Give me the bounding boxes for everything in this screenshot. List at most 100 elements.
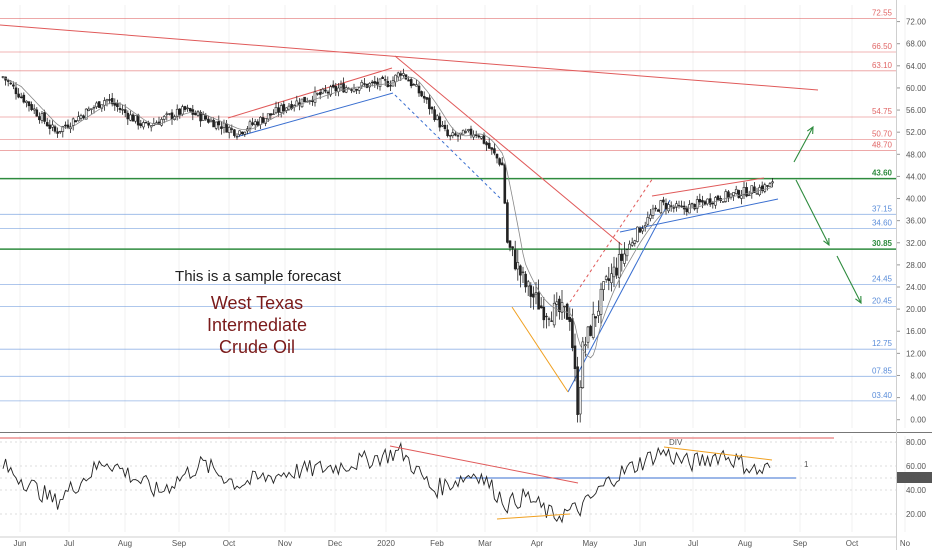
level-label: 24.45 <box>872 275 893 284</box>
candle-body <box>685 207 689 213</box>
sample-forecast-note: This is a sample forecast <box>175 268 342 285</box>
candle-body <box>412 84 416 86</box>
candle-body <box>183 106 187 110</box>
candle-body <box>532 293 535 298</box>
candle-body <box>573 345 577 370</box>
y-tick-label: 48.00 <box>906 150 927 159</box>
rising-channel-upper <box>227 67 393 119</box>
candle-body <box>454 133 457 136</box>
candle-body <box>71 118 75 126</box>
candle-body <box>508 240 512 248</box>
candle-body <box>14 87 18 95</box>
candle-body <box>64 124 67 127</box>
candle-body <box>597 310 600 316</box>
candle-body <box>641 228 644 232</box>
candle-body <box>90 108 93 110</box>
candle-body <box>329 86 332 96</box>
candle-body <box>500 162 504 166</box>
candle-body <box>126 112 130 120</box>
candle-body <box>238 130 241 135</box>
candle-body <box>61 126 65 132</box>
candle-body <box>503 164 507 204</box>
candle-body <box>487 142 491 149</box>
y-tick-label: 12.00 <box>906 349 927 358</box>
candle-body <box>680 205 683 208</box>
x-tick-label: Dec <box>328 539 342 548</box>
candle-body <box>760 185 764 191</box>
osc-tick-label: 50.00 <box>906 474 927 483</box>
candle-body <box>383 79 387 81</box>
candle-body <box>129 114 132 121</box>
forecast-down-arrow-1 <box>795 179 830 246</box>
candle-body <box>545 315 548 318</box>
candle-body <box>693 203 696 210</box>
level-label: 03.40 <box>872 391 893 400</box>
candle-body <box>269 113 273 116</box>
candle-body <box>547 318 551 320</box>
candle-body <box>207 118 210 123</box>
y-tick-label: 44.00 <box>906 172 927 181</box>
candle-body <box>264 118 267 124</box>
candle-body <box>771 181 774 184</box>
candle-body <box>43 112 46 122</box>
candle-body <box>334 86 338 92</box>
osc-tick-label: 60.00 <box>906 462 927 471</box>
candle-body <box>612 266 616 278</box>
candle-body <box>656 209 660 212</box>
x-tick-label: Oct <box>846 539 859 548</box>
candle-body <box>472 134 475 138</box>
candle-body <box>35 109 39 117</box>
candle-body <box>352 87 356 92</box>
y-tick-label: 40.00 <box>906 195 927 204</box>
candle-body <box>87 108 91 111</box>
divergence-label: DIV <box>669 438 683 447</box>
y-tick-label: 0.00 <box>910 416 926 425</box>
candle-body <box>630 242 634 246</box>
candle-body <box>147 122 150 126</box>
candle-body <box>389 85 392 87</box>
candle-body <box>511 246 514 249</box>
candle-body <box>118 107 122 110</box>
candle-body <box>277 107 280 113</box>
level-label: 48.70 <box>872 140 893 149</box>
moving-average <box>2 76 773 359</box>
osc-div-top-line <box>663 446 773 461</box>
candle-body <box>285 107 288 111</box>
level-label: 66.50 <box>872 42 893 51</box>
candle-body <box>552 302 556 326</box>
candle-body <box>571 318 574 349</box>
level-label: 07.85 <box>872 366 893 375</box>
candle-body <box>318 92 322 95</box>
candle-body <box>350 89 353 91</box>
y-tick-label: 32.00 <box>906 239 927 248</box>
candle-body <box>220 126 223 129</box>
y-tick-label: 60.00 <box>906 84 927 93</box>
candle-body <box>602 281 605 290</box>
candle-body <box>316 93 319 95</box>
candle-body <box>485 142 488 146</box>
candle-body <box>110 98 114 105</box>
forecast-down-arrow-2 <box>836 255 862 304</box>
level-label: 72.55 <box>872 9 893 18</box>
falling-support-dashed <box>394 94 501 199</box>
y-tick-label: 68.00 <box>906 40 927 49</box>
x-tick-label: Jun <box>634 539 647 548</box>
candle-body <box>196 111 200 116</box>
candle-body <box>25 100 28 103</box>
candle-body <box>82 115 85 119</box>
candle-body <box>724 191 728 202</box>
y-tick-label: 56.00 <box>906 106 927 115</box>
candle-body <box>578 387 582 415</box>
candle-body <box>58 130 62 133</box>
candle-body <box>74 120 78 123</box>
candle-body <box>261 117 265 123</box>
candle-body <box>430 106 434 110</box>
candle-body <box>248 121 252 129</box>
candle-body <box>729 193 733 198</box>
x-tick-label: Mar <box>478 539 492 548</box>
candle-body <box>162 116 166 120</box>
candle-body <box>409 79 413 87</box>
candle-body <box>610 273 613 284</box>
